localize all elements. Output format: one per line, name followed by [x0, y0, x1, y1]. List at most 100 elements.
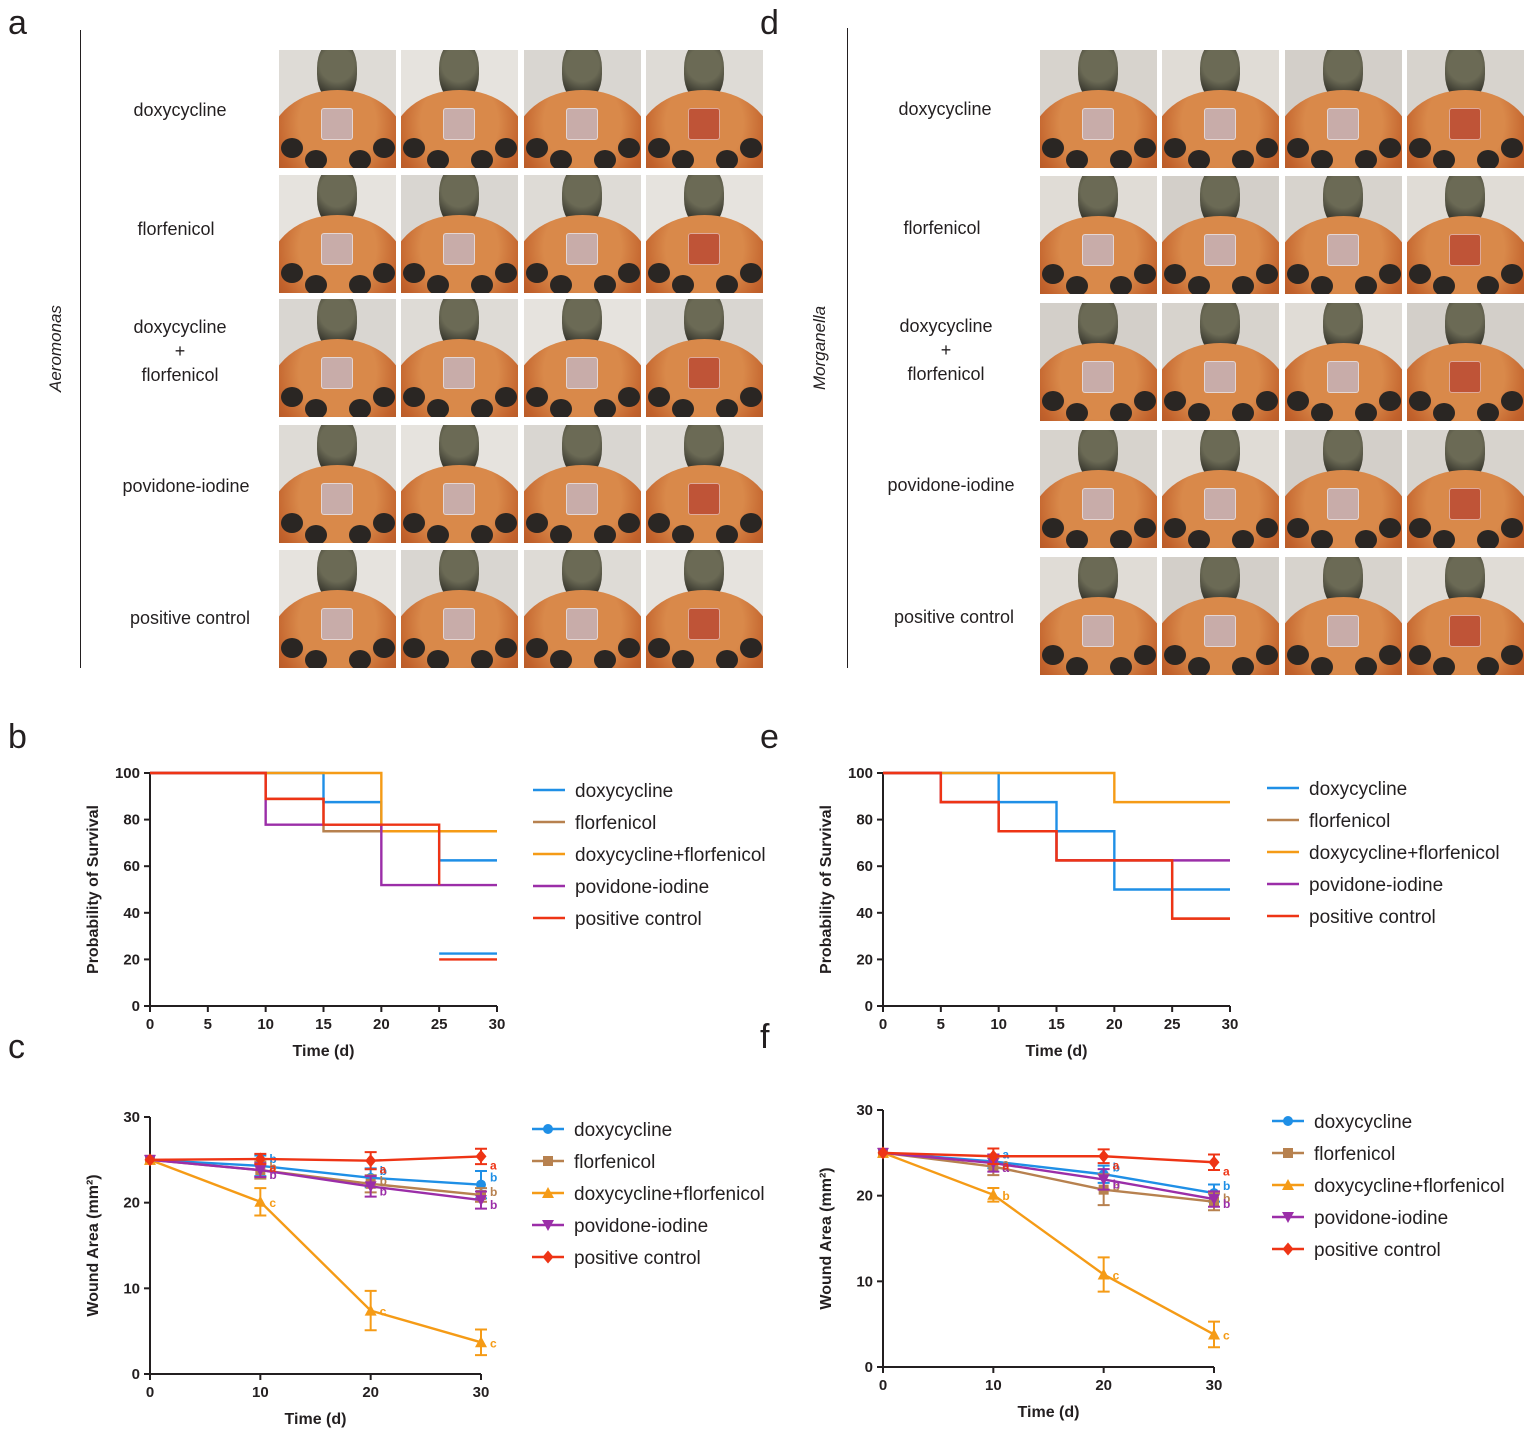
row-label: positive control [129, 608, 251, 628]
series-line [882, 1151, 1215, 1164]
significance-letter: b [1223, 1197, 1230, 1211]
series-line [882, 1151, 1215, 1203]
data-point [1097, 1268, 1110, 1280]
legend-marker [543, 1124, 553, 1134]
turtle-photo [1162, 50, 1279, 168]
turtle-photo [1407, 50, 1524, 168]
y-tick-label: 20 [123, 951, 140, 968]
significance-letter: c [380, 1305, 387, 1319]
y-axis-label: Wound Area (mm²) [818, 1167, 835, 1309]
x-tick-label: 15 [1048, 1016, 1065, 1033]
legend-label: povidone-iodine [1309, 875, 1443, 896]
row-label: doxycycline [898, 99, 992, 119]
significance-letter: b [490, 1185, 497, 1199]
data-point [475, 1195, 487, 1207]
significance-letter: a [1223, 1164, 1230, 1178]
panel-letter-e: e [760, 718, 779, 756]
panel-letter-a: a [8, 4, 27, 42]
legend-label: doxycycline+florfenicol [1309, 843, 1500, 864]
x-tick-label: 20 [362, 1384, 379, 1401]
series-line [149, 1158, 482, 1344]
significance-letter: b [269, 1168, 276, 1182]
x-tick-label: 20 [373, 1016, 390, 1033]
survival-line [883, 771, 1230, 804]
row-label: povidone-iodine [122, 476, 250, 496]
turtle-photo [524, 175, 641, 293]
turtle-photo [1407, 430, 1524, 548]
significance-letter: b [269, 1160, 276, 1174]
legend-label: doxycycline [1309, 779, 1407, 800]
data-point [987, 1149, 999, 1163]
data-point [254, 1195, 267, 1207]
significance-letter: b [1223, 1192, 1230, 1206]
survival-line [150, 771, 441, 886]
x-tick-label: 5 [204, 1016, 212, 1033]
x-tick-label: 10 [252, 1384, 269, 1401]
turtle-photo [1162, 430, 1279, 548]
turtle-photo [646, 425, 763, 543]
turtle-photo [524, 50, 641, 168]
turtle-photo [401, 50, 518, 168]
significance-letter: b [490, 1171, 497, 1185]
series-line [149, 1155, 482, 1162]
legend-label: doxycycline [1314, 1112, 1412, 1133]
y-tick-label: 60 [123, 858, 140, 875]
y-tick-label: 40 [123, 905, 140, 922]
legend-label: positive control [1309, 907, 1436, 928]
significance-letter: c [269, 1196, 276, 1210]
x-tick-label: 20 [1106, 1016, 1123, 1033]
legend-marker [543, 1156, 553, 1166]
turtle-photo [524, 425, 641, 543]
data-point [1208, 1194, 1220, 1206]
turtle-photo [524, 299, 641, 417]
legend-marker [1282, 1242, 1294, 1256]
turtle-photo [646, 550, 763, 668]
legend-label: florfenicol [1314, 1144, 1395, 1165]
significance-letter: b [1002, 1189, 1009, 1203]
divider-line [847, 28, 848, 668]
y-axis-label: Probability of Survival [818, 805, 835, 974]
turtle-photo [1285, 50, 1402, 168]
legend-label: florfenicol [1309, 811, 1390, 832]
turtle-photo [1285, 176, 1402, 294]
organism-label: Morganella [810, 305, 829, 390]
y-tick-label: 10 [123, 1280, 140, 1297]
significance-letter: b [380, 1184, 387, 1198]
y-tick-label: 0 [132, 1366, 140, 1383]
turtle-photo [279, 550, 396, 668]
legend-marker [542, 1187, 554, 1198]
turtle-photo [1285, 430, 1402, 548]
turtle-photo [401, 175, 518, 293]
significance-letter: a [269, 1161, 276, 1175]
turtle-photo [1040, 557, 1157, 675]
turtle-photo [401, 550, 518, 668]
legend-marker [1282, 1179, 1294, 1190]
series-line [882, 1151, 1215, 1201]
x-tick-label: 30 [1206, 1377, 1223, 1394]
significance-letter: a [380, 1163, 387, 1177]
legend-marker [542, 1250, 554, 1264]
turtle-photo [646, 299, 763, 417]
row-label: florfenicol [903, 218, 981, 238]
y-axis-label: Wound Area (mm²) [85, 1174, 102, 1316]
y-tick-label: 100 [115, 765, 140, 782]
y-tick-label: 0 [865, 1359, 873, 1376]
significance-letter: a [1002, 1147, 1009, 1161]
x-axis-label: Time (d) [293, 1043, 355, 1060]
turtle-photo [279, 50, 396, 168]
y-tick-label: 40 [856, 905, 873, 922]
y-tick-label: 20 [856, 951, 873, 968]
y-tick-label: 60 [856, 858, 873, 875]
significance-letter: a [1113, 1158, 1120, 1172]
data-point [144, 1153, 156, 1167]
x-tick-label: 30 [1222, 1016, 1239, 1033]
legend-marker [1282, 1212, 1294, 1223]
turtle-photo [279, 299, 396, 417]
turtle-photo [646, 175, 763, 293]
data-point [475, 1336, 487, 1348]
significance-letter: b [1113, 1177, 1120, 1191]
x-tick-label: 0 [879, 1377, 887, 1394]
legend-label: doxycycline+florfenicol [575, 845, 766, 866]
